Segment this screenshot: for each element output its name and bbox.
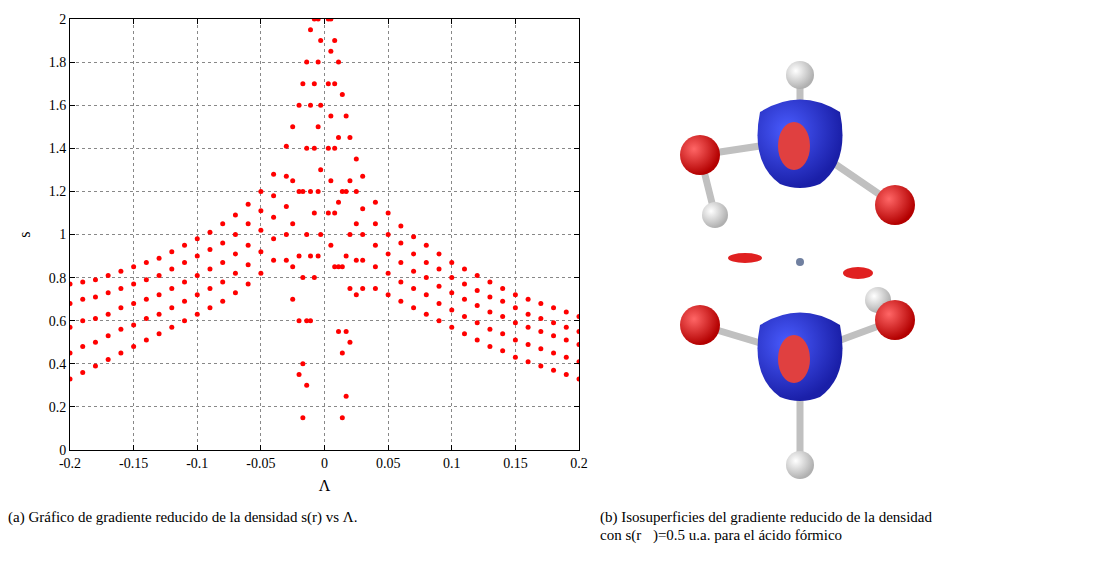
html-text:(a) Gráfico de gradiente reduc: (a) Gráfico de gradiente reducido de la … [8, 509, 358, 525]
svg-text:-0.05: -0.05 [246, 456, 275, 471]
svg-text:0.4: 0.4 [49, 357, 67, 372]
html-text:(b) Isosuperficies del gradien: (b) Isosuperficies del gradiente reducid… [600, 509, 932, 543]
svg-text:1.6: 1.6 [49, 98, 67, 113]
svg-text:0.2: 0.2 [570, 456, 588, 471]
svg-text:0.2: 0.2 [49, 400, 67, 415]
svg-text:Λ: Λ [319, 477, 331, 494]
svg-text:1.8: 1.8 [49, 55, 67, 70]
svg-text:-0.1: -0.1 [186, 456, 208, 471]
svg-text:0.15: 0.15 [503, 456, 528, 471]
svg-text:1: 1 [59, 227, 66, 242]
svg-text:0: 0 [321, 456, 328, 471]
svg-text:-0.2: -0.2 [59, 456, 81, 471]
svg-text:s: s [16, 231, 33, 237]
svg-text:0.05: 0.05 [376, 456, 401, 471]
svg-text:0.1: 0.1 [443, 456, 461, 471]
svg-text:1.2: 1.2 [49, 184, 67, 199]
svg-text:2: 2 [59, 12, 66, 27]
svg-text:0: 0 [59, 443, 66, 458]
svg-text:0.8: 0.8 [49, 271, 67, 286]
svg-text:0.6: 0.6 [49, 314, 67, 329]
svg-text:1.4: 1.4 [49, 141, 67, 156]
svg-text:-0.15: -0.15 [119, 456, 148, 471]
